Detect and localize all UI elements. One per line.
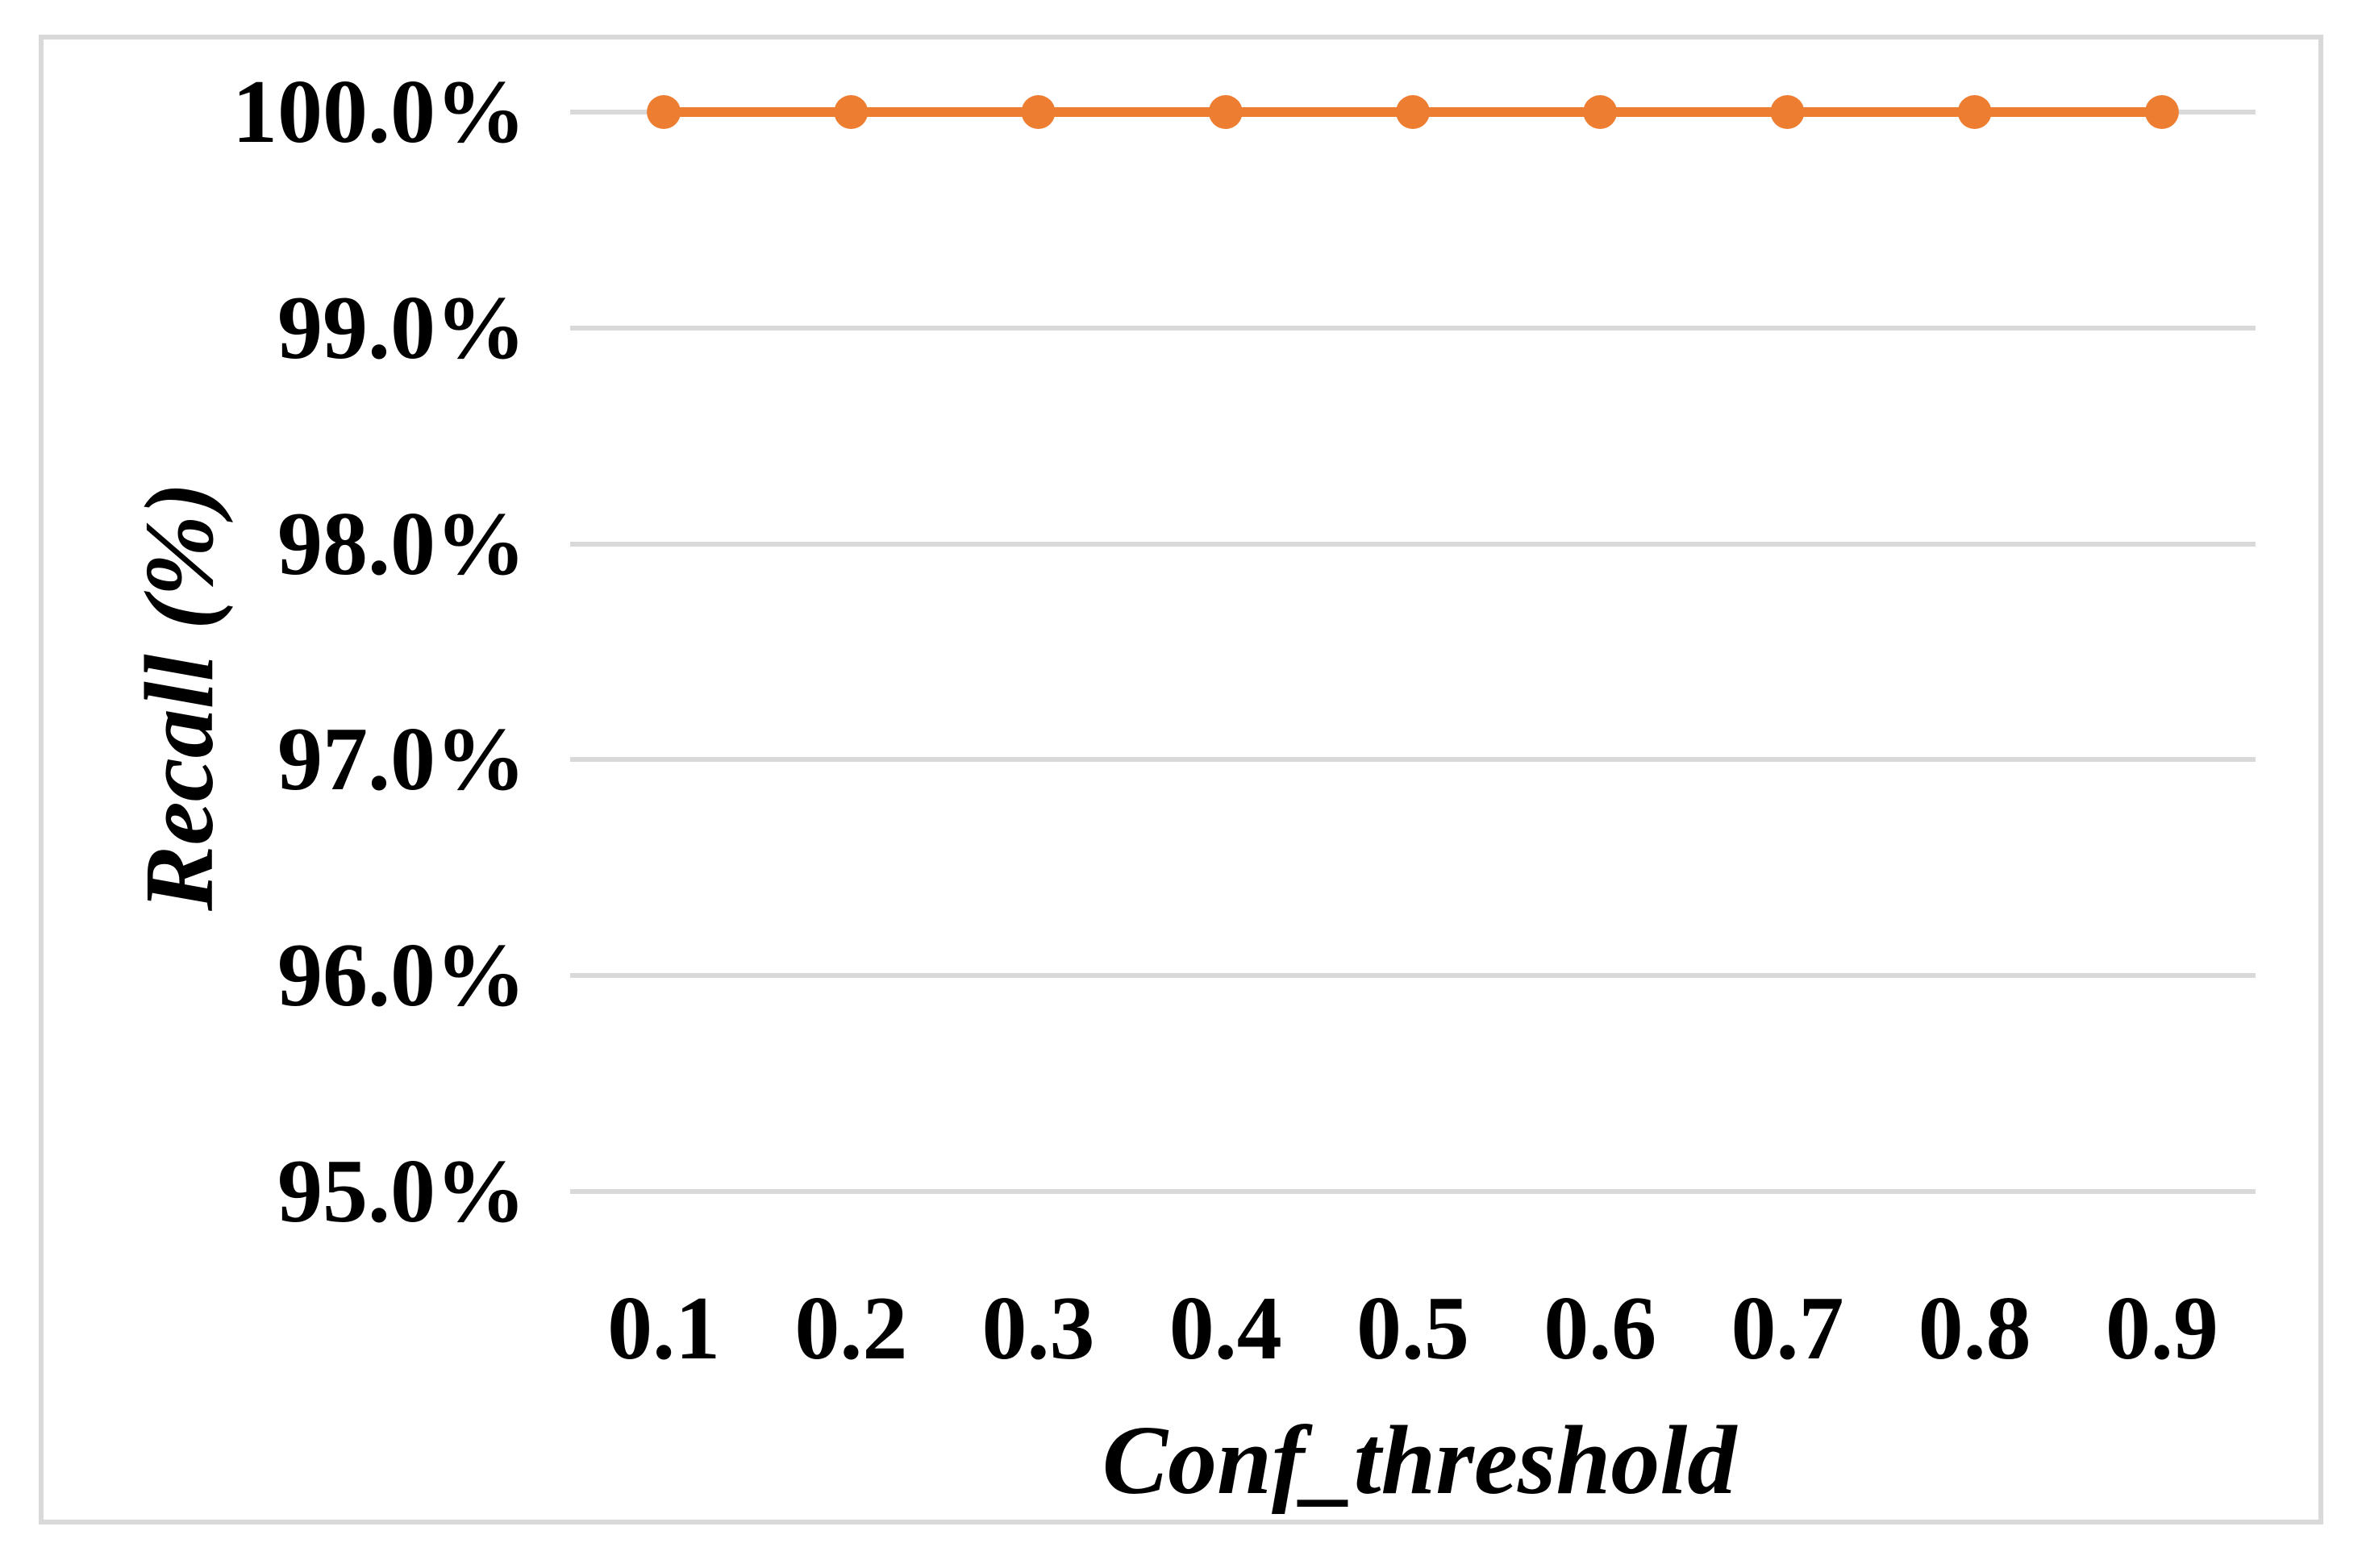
data-point-marker — [647, 95, 681, 129]
x-axis-title: Conf_threshold — [1102, 1406, 1737, 1515]
gridline — [570, 973, 2256, 979]
x-tick-label: 0.2 — [794, 1279, 908, 1379]
data-point-marker — [1396, 95, 1430, 129]
x-tick-label: 0.6 — [1543, 1279, 1657, 1379]
y-tick-label: 97.0% — [277, 709, 526, 810]
y-tick-label: 98.0% — [277, 493, 526, 594]
x-tick-label: 0.7 — [1731, 1279, 1844, 1379]
data-point-marker — [834, 95, 869, 129]
x-tick-label: 0.5 — [1356, 1279, 1469, 1379]
y-tick-label: 95.0% — [277, 1142, 526, 1242]
data-point-marker — [1770, 95, 1805, 129]
y-axis-title: Recall (%) — [125, 481, 234, 911]
x-tick-label: 0.9 — [2105, 1279, 2218, 1379]
data-point-marker — [1583, 95, 1618, 129]
chart-outer-border — [39, 35, 2323, 1524]
gridline — [570, 1189, 2256, 1194]
y-tick-label: 100.0% — [232, 62, 526, 162]
y-tick-label: 99.0% — [277, 277, 526, 378]
y-tick-label: 96.0% — [277, 925, 526, 1026]
gridline — [570, 757, 2256, 763]
data-point-marker — [1957, 95, 1992, 129]
x-tick-label: 0.8 — [1918, 1279, 2031, 1379]
data-point-marker — [2144, 95, 2179, 129]
x-tick-label: 0.1 — [607, 1279, 721, 1379]
data-point-marker — [1021, 95, 1056, 129]
data-point-marker — [1208, 95, 1243, 129]
gridline — [570, 325, 2256, 331]
x-tick-label: 0.4 — [1169, 1279, 1282, 1379]
x-tick-label: 0.3 — [981, 1279, 1095, 1379]
gridline — [570, 541, 2256, 547]
